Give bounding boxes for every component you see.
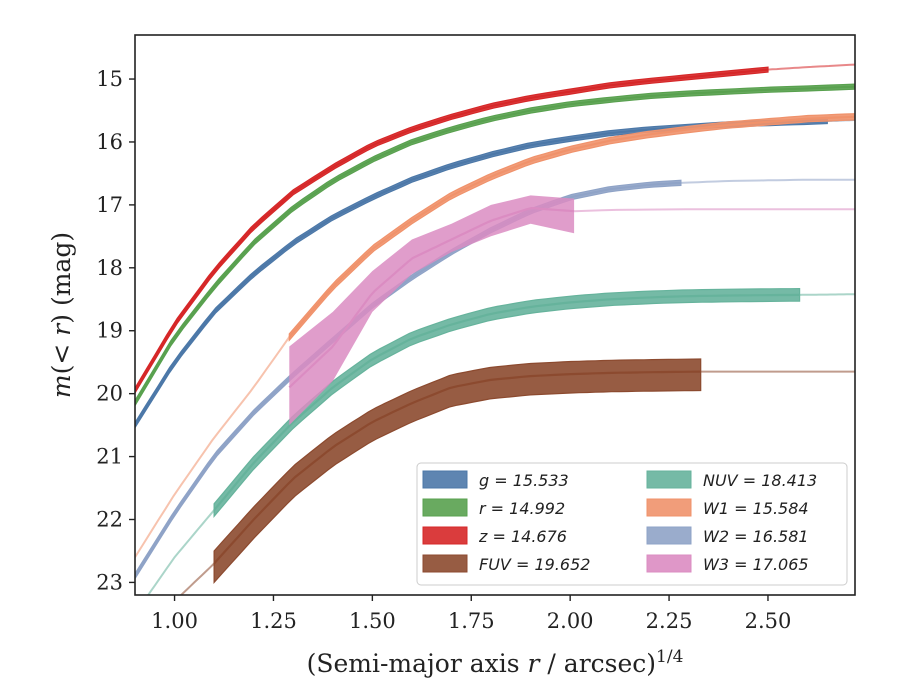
series-z-band (135, 66, 769, 395)
x-tick-label: 2.50 (745, 609, 792, 633)
series-FUV (179, 358, 855, 595)
y-tick-label: 15 (96, 67, 123, 91)
y-tick-label: 17 (96, 193, 123, 217)
series-W2-line (135, 181, 681, 577)
y-tick-label: 21 (96, 445, 123, 469)
legend-label-FUV: FUV = 19.652 (479, 555, 590, 574)
x-tick-label: 1.00 (151, 609, 198, 633)
series-r-band (135, 83, 855, 407)
x-tick-label: 1.75 (448, 609, 495, 633)
legend-swatch-z (422, 526, 468, 545)
y-tick-label: 22 (96, 507, 123, 531)
y-tick-label: 19 (96, 319, 123, 343)
series-W3-line (288, 206, 575, 389)
legend-swatch-FUV (422, 554, 468, 573)
legend-swatch-r (422, 498, 468, 517)
series-NUV-line (213, 293, 800, 511)
series-FUV-extrapolation-inner (179, 562, 215, 595)
series-r-line (135, 85, 855, 404)
series-W1 (135, 113, 855, 558)
legend: g = 15.533 r = 14.992 z = 14.676 FUV = 19.6… (416, 462, 848, 586)
legend-label-z: z = 14.676 (478, 527, 567, 546)
series-r (135, 83, 855, 407)
x-tick-label: 1.25 (250, 609, 297, 633)
y-tick-label: 20 (96, 382, 123, 406)
legend-label-W2: W2 = 16.581 (703, 527, 809, 546)
legend-label-NUV: NUV = 18.413 (703, 471, 817, 490)
series-z (135, 63, 855, 395)
series-W3-band (289, 195, 575, 426)
legend-swatch-W3 (646, 554, 692, 573)
legend-box (416, 462, 848, 586)
y-tick-label: 23 (96, 570, 123, 594)
series-FUV-band (213, 358, 702, 584)
legend-label-r: r = 14.992 (479, 499, 565, 518)
x-axis-label: (Semi-major axis r / arcsec)1/4 (307, 647, 684, 678)
legend-swatch-W1 (646, 498, 692, 517)
y-axis-label: m(< r) (mag) (47, 232, 76, 398)
x-tick-label: 1.50 (349, 609, 396, 633)
series-W3-extrapolation-outer (574, 208, 855, 213)
series-NUV-band (213, 287, 801, 518)
y-axis: 15 16 17 18 19 20 21 22 23 (96, 67, 135, 594)
y-tick-label: 18 (96, 256, 123, 280)
series-FUV-line (213, 370, 701, 565)
y-tick-label: 16 (96, 130, 123, 154)
legend-swatch-NUV (646, 470, 692, 489)
legend-label-g: g = 15.533 (479, 471, 569, 490)
legend-label-W1: W1 = 15.584 (703, 499, 809, 518)
plot-frame (134, 34, 856, 596)
series-NUV-extrapolation-inner (146, 509, 215, 595)
series-z-extrapolation-outer (767, 63, 855, 71)
legend-swatch-g (422, 470, 468, 489)
series-layer (135, 63, 855, 595)
series-W1-extrapolation-inner (135, 336, 291, 558)
series-g-band (135, 117, 828, 429)
series-NUV (146, 287, 855, 595)
x-tick-label: 2.00 (547, 609, 594, 633)
legend-swatch-W2 (646, 526, 692, 545)
series-W3 (288, 195, 855, 426)
series-NUV-extrapolation-outer (799, 293, 855, 296)
x-axis: 1.00 1.25 1.50 1.75 2.00 2.25 2.50 (151, 595, 791, 633)
series-W1-line (288, 115, 855, 338)
series-z-line (135, 68, 769, 392)
legend-label-W3: W3 = 17.065 (703, 555, 809, 574)
x-tick-label: 2.25 (646, 609, 693, 633)
series-W2-extrapolation-outer (680, 178, 855, 184)
